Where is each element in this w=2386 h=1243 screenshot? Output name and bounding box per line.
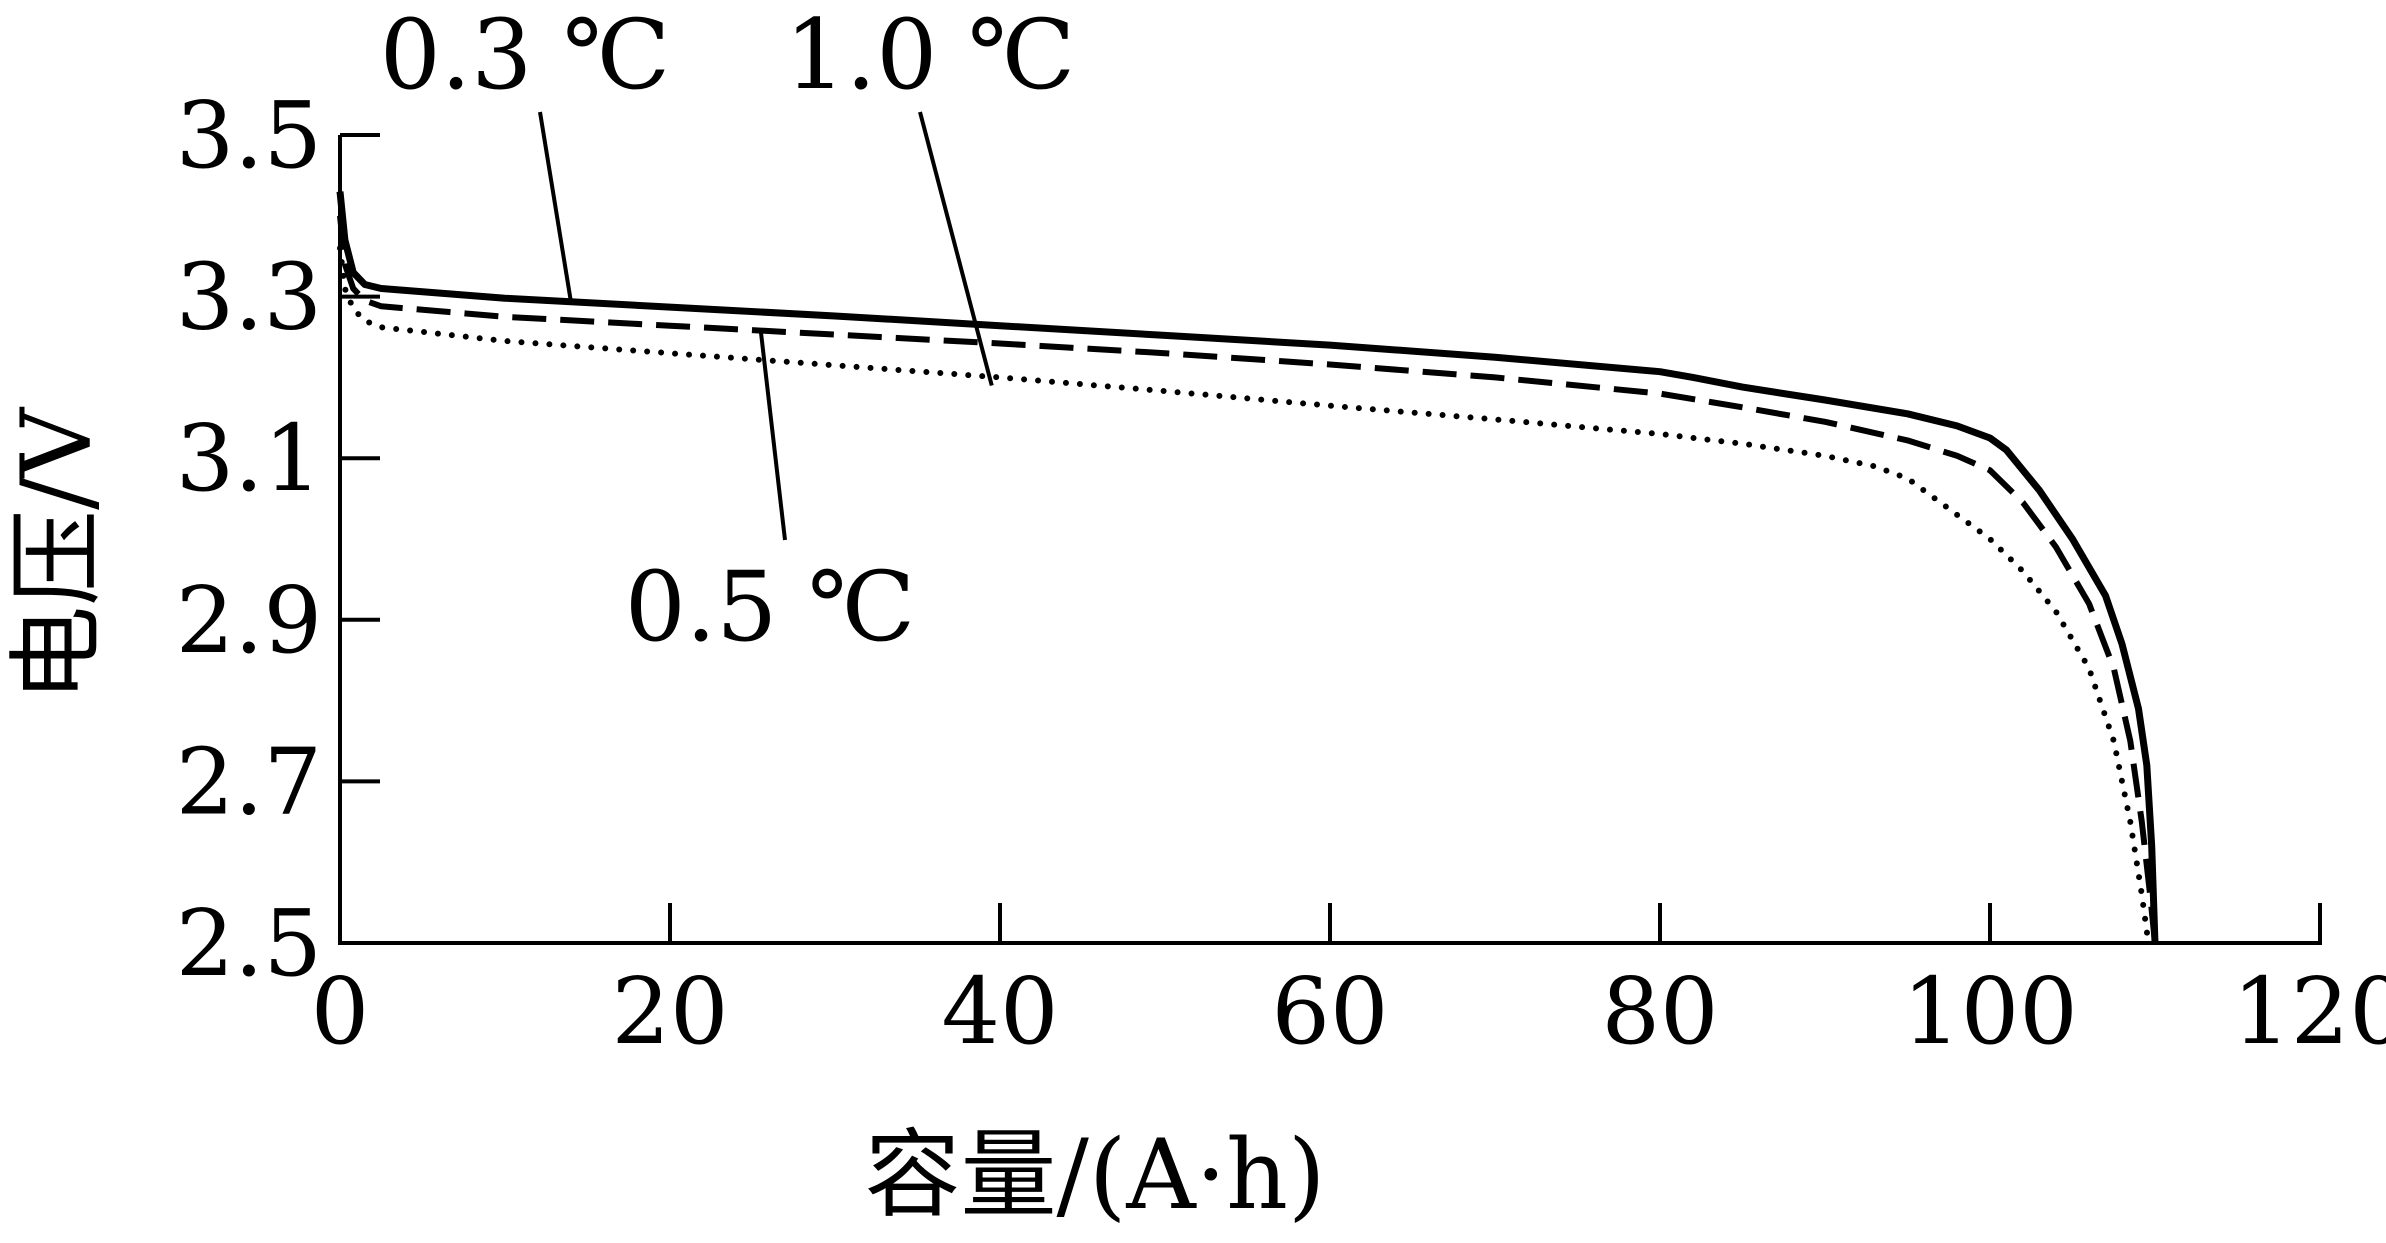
- series-line-1: [337, 215, 2158, 944]
- x-axis-title: 容量/(A·h): [865, 1119, 1326, 1231]
- x-tick-label: 0: [311, 958, 370, 1065]
- annotation-label-2: 0.5 ℃: [625, 551, 916, 663]
- x-tick-label: 60: [1271, 958, 1388, 1065]
- x-tick-label: 20: [611, 958, 728, 1065]
- annotation-leader-0: [538, 111, 573, 303]
- series-layer: [336, 191, 2159, 946]
- annotations: 0.3 ℃ 1.0 ℃ 0.5 ℃: [380, 0, 1076, 663]
- y-tick-label: 2.9: [176, 567, 322, 674]
- x-tick-label: 120: [2232, 958, 2386, 1065]
- series-line-0: [336, 191, 2159, 944]
- annotation-label-1: 1.0 ℃: [785, 0, 1076, 111]
- y-tick-label: 3.1: [176, 405, 322, 512]
- axes: [338, 135, 2322, 945]
- series-line-2: [337, 245, 2152, 946]
- x-tick-label: 80: [1601, 958, 1718, 1065]
- annotation-leader-1: [918, 111, 994, 386]
- y-axis-title: 电压/V: [1, 406, 113, 701]
- annotation-label-0: 0.3 ℃: [380, 0, 671, 111]
- y-ticks: 2.5 2.7 2.9 3.1 3.3 3.5: [176, 82, 380, 997]
- y-tick-label: 3.5: [176, 82, 322, 189]
- annotation-leader-2: [758, 330, 787, 541]
- y-tick-label: 3.3: [176, 244, 322, 351]
- x-ticks: 0 20 40 60 80 100 120: [311, 903, 2386, 1065]
- x-tick-label: 100: [1902, 958, 2078, 1065]
- x-tick-label: 40: [941, 958, 1058, 1065]
- y-tick-label: 2.7: [176, 728, 322, 835]
- y-tick-label: 2.5: [176, 890, 322, 997]
